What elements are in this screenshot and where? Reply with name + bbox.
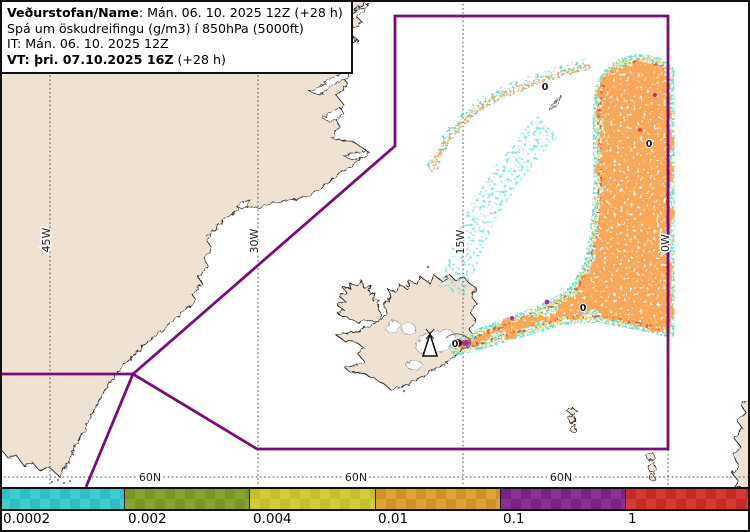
colorbar-label: 0.002 [128,511,167,527]
faroe-islands [565,407,579,433]
jan-mayen-island [548,94,562,111]
colorbar-label: 0.1 [503,511,525,527]
zero-contour-labels: 0 0 0 0 [451,81,654,351]
zero-label-top: 0 [542,82,549,93]
info-line-init-time: IT: Mán. 06. 10. 2025 12Z [7,36,169,52]
colorbar-swatch-0p01 [374,489,500,509]
colorbar-swatch-0p004 [249,489,375,509]
forecast-map-canvas: 45W 30W 15W 0W 60N 60N 60N 0 0 0 0 [0,0,750,488]
skerries [51,479,71,484]
info-name-value: : Mán. 06. 10. 2025 12Z (+28 h) [138,5,343,20]
info-line-name: Veðurstofan/Name: Mán. 06. 10. 2025 12Z … [7,5,343,21]
ash-plume [426,54,675,358]
colorbar-swatches [0,487,750,511]
zero-contour-line [445,333,472,349]
colorbar-labels: 0.0002 0.002 0.004 0.01 0.1 1 [0,511,750,530]
map-area: 45W 30W 15W 0W 60N 60N 60N 0 0 0 0 [0,0,750,488]
meridian-15w-label: 15W [454,229,467,254]
meridian-30w-label: 30W [248,228,261,253]
colorbar-label: 0.0002 [3,511,51,527]
info-line-parameter: Spá um öskudreifingu (g/m3) í 850hPa (50… [7,20,304,36]
graticule-labels: 45W 30W 15W 0W 60N 60N 60N [39,226,674,486]
colorbar-label: 0.01 [378,511,409,527]
ash-specks-red [450,58,670,353]
info-valid-time-rest: (+28 h) [173,51,226,67]
zero-label-source: 0 [452,339,459,350]
vestmannaeyjar-islet [402,389,406,393]
colorbar-label: 1 [628,511,637,527]
parallel-60n-label-2: 60N [345,471,367,484]
colorbar-swatch-0p002 [124,489,250,509]
forecast-info-box: Veðurstofan/Name: Mán. 06. 10. 2025 12Z … [0,0,353,75]
fir-boundary-line [0,14,670,488]
meridian-0w-label: 0W [659,234,672,252]
colorbar-label: 0.004 [253,511,292,527]
volcano-triangle-icon [421,328,439,357]
high-concentration-blobs [451,93,657,347]
ash-speckle-arcs [426,58,591,297]
colorbar-swatch-0p0002 [0,489,125,509]
info-name-label: Veðurstofan/Name [7,5,139,20]
parallel-60n-label-3: 60N [550,471,572,484]
concentration-colorbar: 0.0002 0.002 0.004 0.01 0.1 1 [0,487,750,532]
colorbar-swatch-0p1 [499,489,625,509]
meridian-45w-label: 45W [40,227,53,252]
zero-label-column: 0 [646,139,653,150]
grimsey-islet [426,265,430,269]
info-valid-time-bold: VT: þri. 07.10.2025 16Z [7,51,174,67]
zero-label-band: 0 [580,303,587,314]
info-line-valid-time: VT: þri. 07.10.2025 16Z (+28 h) [7,52,343,68]
scotland-coast [731,399,750,488]
colorbar-swatch-1 [624,489,750,509]
shetland-islands [645,451,657,481]
parallel-60n-label-1: 60N [139,471,161,484]
